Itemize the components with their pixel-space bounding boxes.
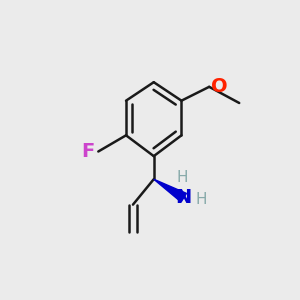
Text: H: H — [177, 169, 188, 184]
Text: O: O — [212, 77, 228, 96]
Text: F: F — [82, 142, 95, 161]
Polygon shape — [154, 179, 186, 202]
Text: N: N — [176, 188, 192, 207]
Text: H: H — [195, 192, 207, 207]
